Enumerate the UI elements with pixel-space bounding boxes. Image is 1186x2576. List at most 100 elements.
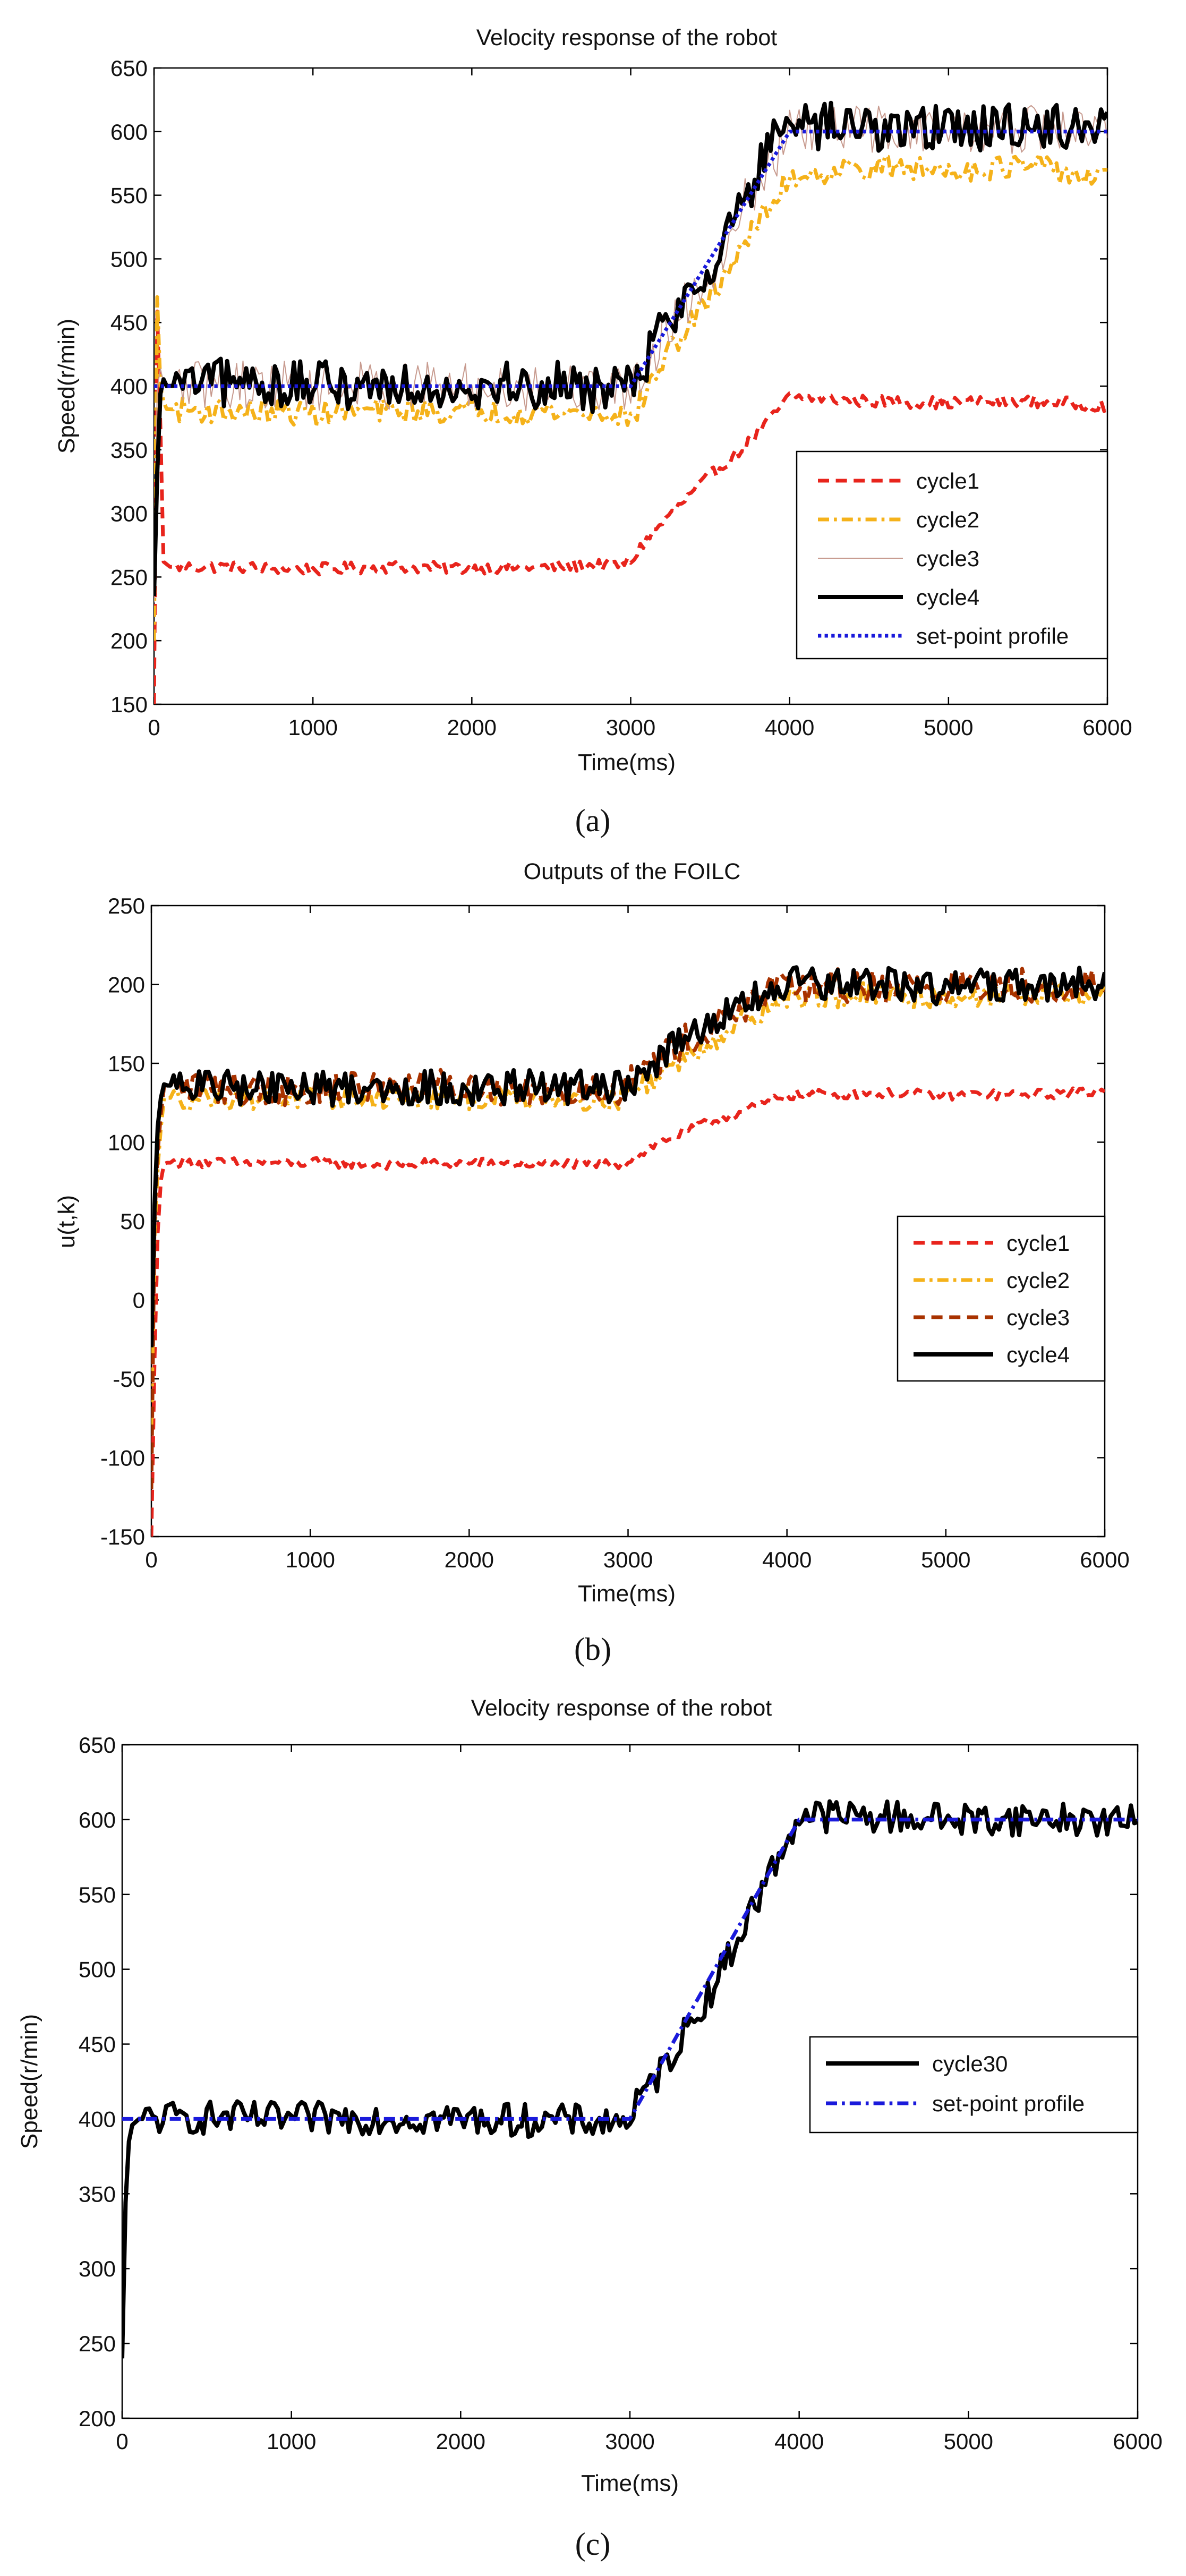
panel-c-title: Velocity response of the robot xyxy=(471,1695,772,1721)
series-group xyxy=(151,965,1105,1537)
panel-a-xlabel: Time(ms) xyxy=(578,749,676,775)
x-tick-label: 3000 xyxy=(606,715,655,740)
panel-c-label: (c) xyxy=(575,2527,611,2562)
panel-a-plot xyxy=(154,100,1107,704)
panel-a-xticks: 0 1000 2000 3000 4000 5000 6000 xyxy=(148,68,1132,740)
legend-item-cycle4: cycle4 xyxy=(914,1342,1070,1367)
legend-item-set-point-profile: set-point profile xyxy=(826,2091,1085,2116)
y-tick-label: 600 xyxy=(110,120,148,144)
series-line-cycle1 xyxy=(154,309,1107,704)
y-tick-label: 150 xyxy=(108,1051,145,1076)
panel-b-legend: cycle1 cycle2 cycle3 cycle4 xyxy=(897,1215,1106,1382)
legend-label-cycle4: cycle4 xyxy=(1006,1342,1070,1367)
x-tick-label: 4000 xyxy=(762,1547,812,1572)
legend-label-cycle1: cycle1 xyxy=(916,468,979,493)
panel-c-ylabel: Speed(r/min) xyxy=(16,2014,42,2149)
panel-b-ylabel: u(t,k) xyxy=(54,1195,80,1248)
panel-a-label: (a) xyxy=(575,803,611,838)
panel-c-legend-box xyxy=(809,2036,1139,2134)
x-tick-label: 5000 xyxy=(924,715,973,740)
panel-c-yticks: 200 250 300 350 400 450 500 550 600 650 xyxy=(79,1733,1138,2431)
y-tick-label: -100 xyxy=(100,1446,145,1471)
legend-label-set-point-profile: set-point profile xyxy=(932,2091,1085,2116)
x-tick-label: 2000 xyxy=(436,2429,485,2454)
series-line-set-point-profile xyxy=(122,1818,1138,2121)
series-group xyxy=(154,100,1107,704)
panel-a-legend-box xyxy=(796,450,1108,660)
y-tick-label: 350 xyxy=(79,2181,116,2206)
y-tick-label: 200 xyxy=(79,2406,116,2431)
y-tick-label: 200 xyxy=(110,628,148,653)
x-tick-label: 6000 xyxy=(1113,2429,1162,2454)
x-tick-label: 3000 xyxy=(605,2429,654,2454)
y-tick-label: 300 xyxy=(79,2256,116,2281)
legend-label-cycle1: cycle1 xyxy=(1006,1231,1070,1256)
panel-b-xlabel: Time(ms) xyxy=(578,1581,676,1607)
x-tick-label: 2000 xyxy=(445,1547,494,1572)
x-tick-label: 1000 xyxy=(288,715,337,740)
legend-label-cycle2: cycle2 xyxy=(1006,1268,1070,1293)
panel-b-plot xyxy=(151,965,1105,1537)
y-tick-label: 250 xyxy=(108,893,145,918)
x-tick-label: 4000 xyxy=(765,715,814,740)
panel-c-legend: cycle30 set-point profile xyxy=(809,2036,1139,2134)
panel-c-xticks: 0 1000 2000 3000 4000 5000 6000 xyxy=(116,1745,1163,2454)
y-tick-label: 0 xyxy=(133,1288,145,1313)
panel-c-xlabel: Time(ms) xyxy=(581,2470,679,2496)
y-tick-label: 500 xyxy=(110,246,148,271)
legend-item-cycle4: cycle4 xyxy=(818,585,979,610)
panel-b: Outputs of the FOILC -150 -100 -50 0 50 100 15… xyxy=(54,859,1130,1667)
x-tick-label: 0 xyxy=(145,1547,157,1572)
y-tick-label: 50 xyxy=(120,1209,145,1234)
y-tick-label: 450 xyxy=(79,2032,116,2057)
panel-a-ylabel: Speed(r/min) xyxy=(54,319,80,454)
y-tick-label: 250 xyxy=(79,2331,116,2356)
series-group xyxy=(122,1799,1138,2359)
series-line-set-point-profile xyxy=(154,130,1107,388)
legend-item-cycle2: cycle2 xyxy=(818,507,979,532)
y-tick-label: 250 xyxy=(110,565,148,590)
y-tick-label: 350 xyxy=(110,438,148,463)
legend-label-cycle3: cycle3 xyxy=(1006,1305,1070,1330)
legend-label-cycle3: cycle3 xyxy=(916,546,979,571)
y-tick-label: -150 xyxy=(100,1524,145,1549)
legend-item-cycle30: cycle30 xyxy=(826,2051,1008,2076)
legend-label-cycle2: cycle2 xyxy=(916,507,979,532)
panel-a: Velocity response of the robot 150 200 250… xyxy=(54,25,1132,838)
legend-label-set-point-profile: set-point profile xyxy=(916,624,1069,649)
legend-label-cycle30: cycle30 xyxy=(932,2051,1008,2076)
y-tick-label: 550 xyxy=(79,1882,116,1907)
y-tick-label: 450 xyxy=(110,310,148,335)
x-tick-label: 4000 xyxy=(774,2429,824,2454)
panel-b-title: Outputs of the FOILC xyxy=(524,859,741,884)
x-tick-label: 0 xyxy=(116,2429,128,2454)
panel-c-plot xyxy=(122,1799,1138,2359)
x-tick-label: 0 xyxy=(148,715,160,740)
y-tick-label: 500 xyxy=(79,1957,116,1982)
legend-item-cycle3: cycle3 xyxy=(914,1305,1070,1330)
series-line-cycle4 xyxy=(151,965,1105,1347)
series-line-cycle2 xyxy=(154,154,1107,641)
y-tick-label: 550 xyxy=(110,183,148,208)
panel-b-label: (b) xyxy=(574,1632,611,1667)
y-tick-label: 200 xyxy=(108,973,145,997)
x-tick-label: 5000 xyxy=(921,1547,970,1572)
x-tick-label: 3000 xyxy=(603,1547,653,1572)
legend-item-cycle3: cycle3 xyxy=(818,546,979,571)
x-tick-label: 1000 xyxy=(285,1547,335,1572)
panel-c: Velocity response of the robot 200 250 300… xyxy=(16,1695,1163,2562)
x-tick-label: 2000 xyxy=(447,715,497,740)
legend-label-cycle4: cycle4 xyxy=(916,585,979,610)
legend-item-cycle1: cycle1 xyxy=(914,1231,1070,1256)
y-tick-label: 150 xyxy=(110,692,148,717)
y-tick-label: 650 xyxy=(79,1733,116,1758)
panel-a-legend: cycle1 cycle2 cycle3 cycle4 set-point pr… xyxy=(796,450,1108,660)
y-tick-label: 100 xyxy=(108,1130,145,1155)
x-tick-label: 1000 xyxy=(267,2429,316,2454)
panel-a-title: Velocity response of the robot xyxy=(476,25,778,50)
x-tick-label: 5000 xyxy=(944,2429,993,2454)
legend-item-set-point-profile: set-point profile xyxy=(818,624,1069,649)
legend-item-cycle1: cycle1 xyxy=(818,468,979,493)
y-tick-label: -50 xyxy=(113,1367,145,1392)
